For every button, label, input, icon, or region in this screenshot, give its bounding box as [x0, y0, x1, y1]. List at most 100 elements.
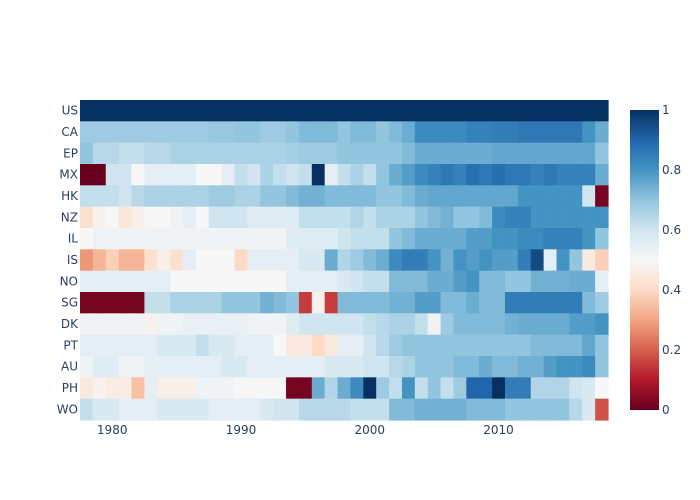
heatmap-cell-US-2015: [556, 100, 570, 122]
heatmap-cell-SG-1988: [208, 292, 223, 314]
heatmap-cell-WO-2014: [543, 398, 558, 421]
heatmap-cell-EP-2002: [389, 142, 403, 165]
heatmap-cell-NO-2007: [453, 270, 467, 293]
heatmap-cell-AU-1987: [195, 356, 210, 378]
heatmap-cell-US-2013: [530, 100, 545, 122]
heatmap-cell-SG-2017: [582, 292, 596, 314]
heatmap-cell-NO-2018: [595, 270, 609, 293]
heatmap-cell-NO-1994: [286, 270, 300, 293]
heatmap-cell-HK-1998: [337, 185, 352, 208]
heatmap-cell-WO-2002: [389, 398, 403, 421]
heatmap-cell-NZ-1996: [311, 206, 326, 229]
colorbar-tick-label: 0.6: [662, 223, 681, 237]
heatmap-cell-DK-1981: [118, 313, 133, 336]
heatmap-cell-IL-1979: [92, 228, 107, 250]
heatmap-cell-MX-2003: [401, 164, 416, 186]
heatmap-cell-NO-1988: [208, 270, 223, 293]
heatmap-cell-EP-1990: [234, 142, 249, 165]
heatmap-cell-PH-2016: [569, 377, 583, 400]
heatmap-cell-AU-1978: [80, 356, 94, 378]
heatmap-cell-AU-1986: [183, 356, 197, 378]
heatmap-cell-DK-2005: [427, 313, 442, 336]
heatmap-cell-HK-2012: [517, 185, 532, 208]
heatmap-cell-US-1999: [350, 100, 364, 122]
heatmap-cell-HK-1995: [298, 185, 313, 208]
heatmap-cell-HK-2010: [492, 185, 506, 208]
heatmap-cell-EP-1999: [350, 142, 364, 165]
heatmap-cell-NO-2012: [517, 270, 532, 293]
heatmap-cell-HK-2018: [595, 185, 609, 208]
heatmap-cell-AU-2017: [582, 356, 596, 378]
heatmap-cell-EP-2008: [466, 142, 480, 165]
heatmap-cell-US-1989: [221, 100, 236, 122]
heatmap-cell-NZ-1998: [337, 206, 352, 229]
heatmap-cell-PT-1994: [286, 334, 300, 357]
heatmap-cell-IL-1980: [105, 228, 120, 250]
heatmap-cell-US-1987: [195, 100, 210, 122]
heatmap-cell-NO-1981: [118, 270, 133, 293]
heatmap-cell-IS-1995: [298, 249, 313, 272]
heatmap-cell-CA-1995: [298, 121, 313, 144]
heatmap-cell-IS-1983: [144, 249, 158, 272]
heatmap-cell-PH-1994: [286, 377, 300, 400]
heatmap-cell-CA-2014: [543, 121, 558, 144]
heatmap-cell-DK-1996: [311, 313, 326, 336]
heatmap-cell-NO-2015: [556, 270, 570, 293]
heatmap-cell-AU-2014: [543, 356, 558, 378]
heatmap-cell-SG-2005: [427, 292, 442, 314]
heatmap-cell-CA-1981: [118, 121, 133, 144]
heatmap-cell-NO-1984: [157, 270, 171, 293]
heatmap-cell-PT-1991: [247, 334, 261, 357]
heatmap-cell-AU-1993: [273, 356, 287, 378]
heatmap-cell-WO-1993: [273, 398, 287, 421]
heatmap-cell-US-1982: [131, 100, 145, 122]
heatmap-cell-IL-2010: [492, 228, 506, 250]
heatmap-cell-NO-1978: [80, 270, 94, 293]
heatmap-cell-AU-1995: [298, 356, 313, 378]
heatmap-cell-EP-1989: [221, 142, 236, 165]
heatmap-cell-WO-2001: [376, 398, 390, 421]
heatmap-cell-PT-2006: [440, 334, 455, 357]
heatmap-cell-MX-2000: [363, 164, 377, 186]
heatmap-cell-NZ-1989: [221, 206, 236, 229]
heatmap-cell-IS-1982: [131, 249, 145, 272]
y-tick-label: SG: [61, 296, 78, 310]
heatmap-cell-CA-2011: [504, 121, 519, 144]
heatmap-cell-MX-2012: [517, 164, 532, 186]
heatmap-cell-CA-1988: [208, 121, 223, 144]
heatmap-cell-EP-1984: [157, 142, 171, 165]
heatmap-cell-US-2017: [582, 100, 596, 122]
heatmap-cell-WO-1992: [260, 398, 274, 421]
heatmap-cell-IL-1993: [273, 228, 287, 250]
y-tick-label: EP: [63, 146, 78, 160]
heatmap-cell-US-1979: [92, 100, 107, 122]
heatmap-cell-PT-1992: [260, 334, 274, 357]
heatmap-cell-DK-1990: [234, 313, 249, 336]
heatmap-cell-PH-2009: [479, 377, 493, 400]
heatmap-cell-NO-1998: [337, 270, 352, 293]
heatmap-cell-WO-1982: [131, 398, 145, 421]
heatmap-cell-DK-1986: [183, 313, 197, 336]
heatmap-cell-HK-1987: [195, 185, 210, 208]
heatmap-cell-NO-2004: [414, 270, 429, 293]
heatmap-cell-NZ-1982: [131, 206, 145, 229]
heatmap-cell-NO-2001: [376, 270, 390, 293]
heatmap-cell-HK-1999: [350, 185, 364, 208]
heatmap-cell-PH-1993: [273, 377, 287, 400]
heatmap-cell-NZ-2012: [517, 206, 532, 229]
heatmap-cell-EP-1978: [80, 142, 94, 165]
heatmap-cell-MX-2004: [414, 164, 429, 186]
heatmap-cell-NZ-1991: [247, 206, 261, 229]
heatmap-cell-SG-2003: [401, 292, 416, 314]
heatmap-cell-DK-1984: [157, 313, 171, 336]
heatmap-cell-IS-1986: [183, 249, 197, 272]
heatmap-cell-AU-1985: [170, 356, 184, 378]
heatmap-cell-IL-2018: [595, 228, 609, 250]
heatmap-cell-DK-2000: [363, 313, 377, 336]
heatmap-cell-WO-1999: [350, 398, 364, 421]
heatmap-cell-MX-2011: [504, 164, 519, 186]
heatmap-cell-MX-1998: [337, 164, 352, 186]
heatmap-cell-MX-1992: [260, 164, 274, 186]
heatmap-cell-EP-2012: [517, 142, 532, 165]
heatmap-cell-SG-2011: [504, 292, 519, 314]
